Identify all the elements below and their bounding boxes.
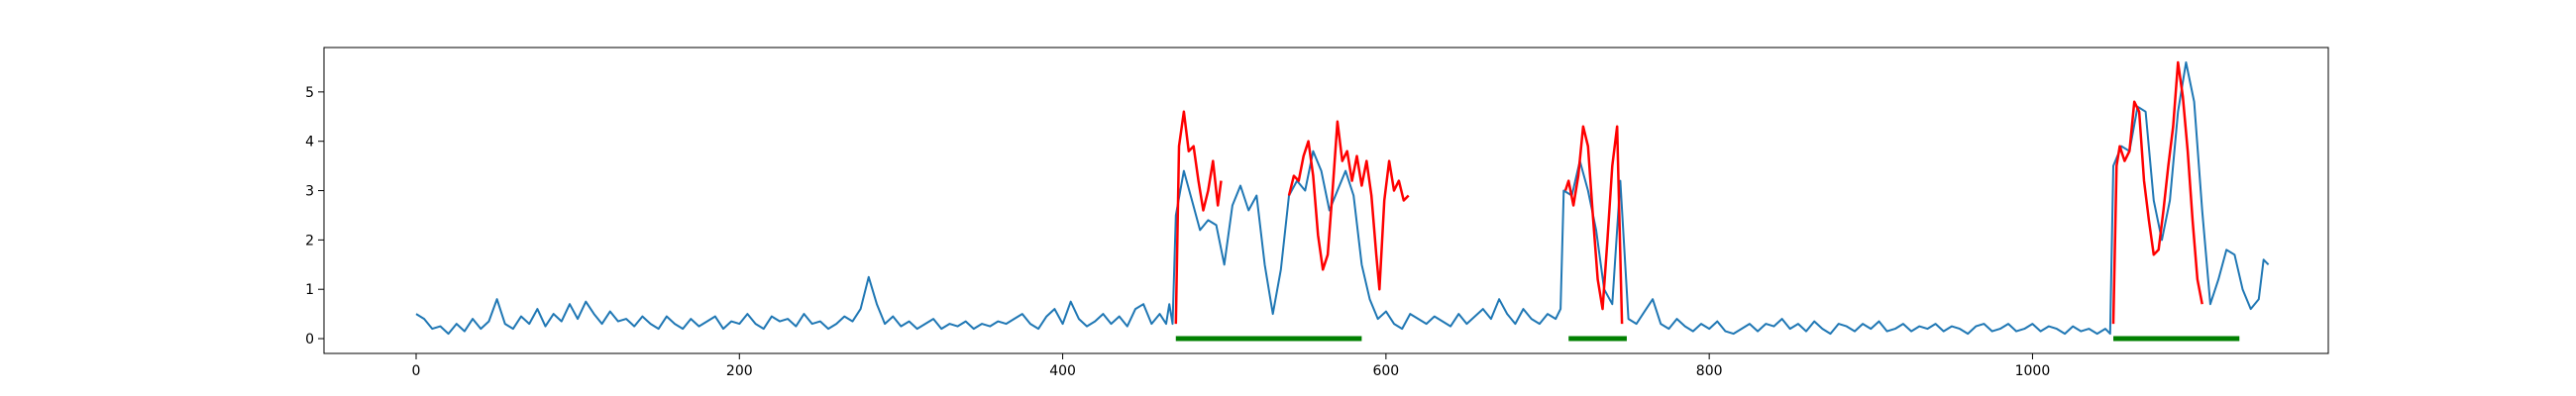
y-tick-label-5: 5	[305, 85, 314, 101]
x-tick-label-200: 200	[726, 363, 753, 379]
highlight-segment-3	[1563, 125, 1624, 325]
x-tick-label-800: 800	[1696, 363, 1723, 379]
y-axis: 0 1 2 3 4 5	[305, 85, 324, 347]
plot-frame	[323, 47, 2329, 354]
highlight-segment-2	[1287, 120, 1410, 291]
signal-series	[415, 61, 2270, 336]
y-tick-label-4: 4	[305, 135, 314, 150]
x-tick-label-1000: 1000	[2015, 363, 2051, 379]
y-tick-label-0: 0	[305, 332, 314, 347]
highlight-segment-4	[2111, 60, 2203, 325]
highlighted-segments	[1174, 60, 2203, 325]
y-tick-label-3: 3	[305, 184, 314, 200]
x-axis: 0 200 400 600 800 1000	[412, 353, 2051, 379]
y-tick-label-1: 1	[305, 282, 314, 298]
x-tick-label-600: 600	[1372, 363, 1399, 379]
signal-line	[415, 61, 2270, 336]
y-tick-label-2: 2	[305, 233, 314, 248]
x-tick-label-400: 400	[1049, 363, 1076, 379]
highlight-segment-1	[1174, 110, 1223, 325]
x-tick-label-0: 0	[412, 363, 421, 379]
